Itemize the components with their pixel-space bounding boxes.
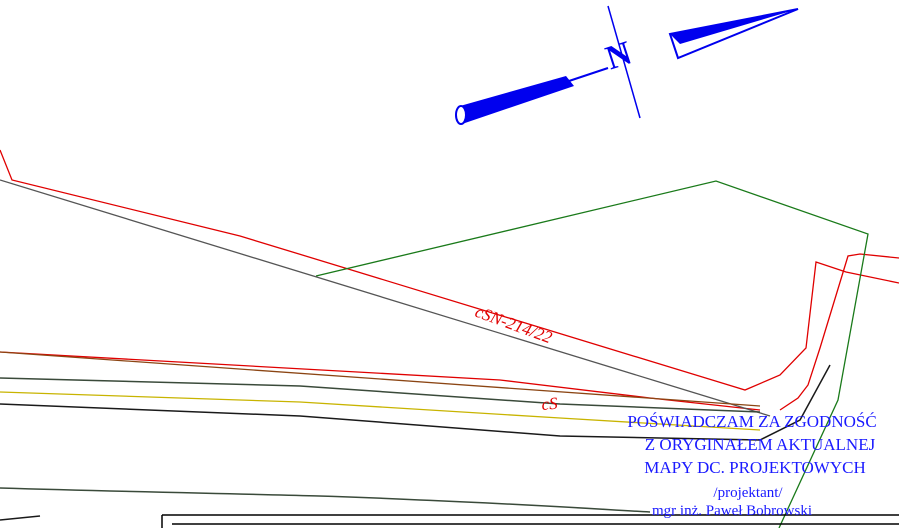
green-boundary bbox=[315, 180, 869, 528]
dark-green-line bbox=[0, 377, 761, 413]
black-line bbox=[0, 364, 831, 441]
parcel-label: cSN-214/22 bbox=[473, 302, 555, 347]
certification-line-2: Z ORYGINAŁEM AKTUALNEJ bbox=[645, 435, 876, 454]
gray-line bbox=[0, 179, 771, 417]
certification-line-3: MAPY DC. PROJEKTOWYCH bbox=[644, 458, 866, 477]
brown-line bbox=[0, 351, 761, 407]
north-arrow-letter: N bbox=[601, 34, 636, 77]
certification-line-1: POŚWIADCZAM ZA ZGODNOŚĆ bbox=[627, 412, 876, 431]
parcel-boundary-right bbox=[779, 253, 899, 411]
certification-name: mgr inż. Paweł Bobrowski bbox=[652, 503, 812, 519]
parcel-boundary-lower bbox=[0, 351, 761, 411]
north-arrow-icon: N bbox=[455, 5, 799, 125]
yellow-line bbox=[0, 391, 761, 431]
lower-curve bbox=[0, 487, 651, 513]
certification-stamp: POŚWIADCZAM ZA ZGODNOŚĆ Z ORYGINAŁEM AKT… bbox=[627, 412, 876, 519]
lower-left-line bbox=[0, 515, 41, 521]
certification-role: /projektant/ bbox=[713, 485, 783, 501]
certification-frame bbox=[161, 514, 899, 528]
road-label: cS bbox=[541, 394, 559, 414]
parcel-boundary-upper bbox=[0, 149, 899, 391]
